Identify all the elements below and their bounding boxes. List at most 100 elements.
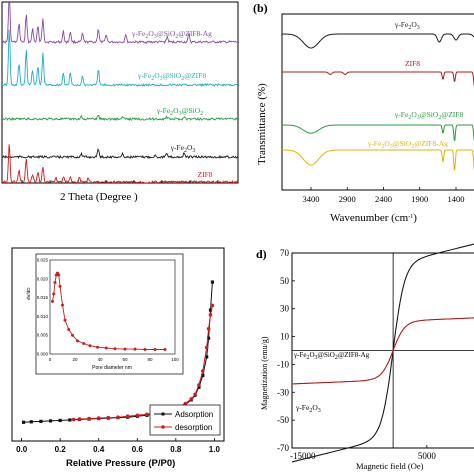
label-part: ZIF8	[405, 59, 420, 68]
xrd-series-label: γ-Fe2O3	[170, 143, 196, 154]
adsorption-point	[29, 420, 33, 424]
label-part: O	[187, 143, 193, 152]
ftir-series-line	[282, 33, 474, 49]
xrd-series-line	[2, 148, 238, 160]
desorption-point	[106, 415, 111, 420]
inset-x-tick-label: 40	[97, 357, 103, 362]
adsorption-point	[48, 419, 53, 423]
panel-b-ylabel: Transmittance (%)	[256, 83, 268, 165]
label-part: O	[411, 20, 417, 29]
inset-point	[153, 347, 157, 351]
inset-y-tick-label: 0.020	[37, 276, 49, 281]
desorption-point	[189, 397, 194, 401]
label-part: γ-Fe	[394, 20, 409, 29]
x-tick-label: 0.8	[170, 445, 182, 454]
panel-d-letter: d)	[256, 247, 267, 261]
label-part: γ-Fe	[295, 403, 310, 412]
label-part: 2	[200, 111, 203, 117]
inset-point	[133, 347, 137, 351]
desorption-point	[77, 417, 82, 421]
label-part: 2	[306, 355, 309, 361]
label-part: 2	[151, 76, 154, 82]
legend-box	[149, 404, 221, 436]
panel-c-frame	[11, 247, 225, 442]
label-part: 3	[417, 25, 420, 31]
y-tick-label: 70	[280, 248, 290, 258]
label-part: O	[312, 403, 318, 412]
desorption-point	[206, 327, 211, 331]
y-tick-label: -10	[277, 359, 289, 369]
adsorption-point	[21, 420, 26, 424]
label-part: 2	[184, 148, 187, 154]
desorption-point	[208, 312, 213, 317]
label-part: O	[173, 106, 179, 115]
x-tick-label: 2400	[375, 194, 392, 204]
label-part: -1	[408, 214, 413, 220]
legend-entry: Adsorption	[175, 410, 213, 419]
x-tick-label: 0.2	[55, 445, 67, 454]
desorption-point	[145, 412, 149, 417]
label-part: Wavenumber (cm	[330, 212, 409, 224]
inset-point	[71, 333, 74, 337]
desorption-point	[87, 416, 91, 421]
label-part: O	[411, 110, 417, 119]
label-part: 2	[411, 144, 414, 150]
x-tick-label: -15000	[290, 451, 316, 461]
desorption-point	[193, 392, 197, 397]
x-tick-label: 3400	[303, 194, 320, 204]
inset-point	[96, 345, 99, 349]
panel-b-frame	[281, 13, 474, 191]
xrd-series-line	[2, 144, 238, 183]
ftir-series-line	[282, 124, 474, 142]
inset-xlabel: Pore diameter nm	[92, 365, 132, 371]
label-part: γ-Fe	[367, 139, 382, 148]
label-part: @SiO	[163, 71, 182, 80]
label-part: )	[413, 212, 417, 224]
hysteresis-curve	[291, 243, 474, 463]
label-part: @SiO	[157, 29, 176, 38]
inset-y-tick-label: 0.000	[37, 352, 49, 357]
y-tick-label: 50	[280, 276, 290, 286]
label-part: 2	[170, 111, 173, 117]
panel-b-letter: (b)	[253, 1, 268, 15]
adsorption-point	[205, 355, 209, 359]
adsorption-point	[197, 385, 201, 389]
ftir-series-label: γ-Fe2O3@SiO2@ZIF8	[394, 110, 463, 121]
inset-point	[57, 273, 61, 277]
label-part: γ-Fe	[394, 110, 409, 119]
label-part: 3	[390, 144, 393, 150]
inset-point	[113, 347, 117, 351]
label-part: 2	[408, 115, 411, 121]
desorption-point	[210, 303, 215, 308]
label-part: 3	[179, 111, 182, 117]
x-tick-label: 0.6	[132, 445, 144, 454]
xrd-series-label: γ-Fe2O3@SiO2	[156, 106, 203, 117]
inset-point	[61, 303, 64, 307]
panel-c-bet: 0.0 0.2 0.4 0.6 0.8 1.0 Adsorption desorption Re…	[11, 247, 225, 469]
label-part: 2	[181, 76, 184, 82]
y-tick-label: 10	[280, 332, 290, 342]
ftir-series-label: ZIF8	[405, 59, 420, 68]
label-part: @ZIF8	[184, 71, 206, 80]
inset-x-tick-label: 0	[49, 357, 52, 362]
desorption-point	[183, 401, 188, 406]
label-part: γ-Fe	[156, 106, 171, 115]
y-tick-label: 30	[280, 304, 290, 314]
inset-point	[51, 299, 54, 303]
label-part: @SiO	[182, 106, 201, 115]
label-part: 3	[192, 148, 195, 154]
label-part: 3	[318, 408, 321, 414]
x-tick-label: 0.0	[16, 445, 28, 454]
label-part: 2	[381, 144, 384, 150]
adsorption-point	[39, 419, 43, 423]
label-part: γ-Fe	[137, 71, 152, 80]
label-part: 3	[160, 76, 163, 82]
desorption-point	[204, 345, 209, 350]
inset-point	[82, 341, 86, 345]
inset-point	[76, 339, 79, 343]
panel-d-xlabel: Magnetic field (Oe)	[356, 461, 424, 471]
label-part: 2	[438, 115, 441, 121]
x-tick-label: 1400	[448, 194, 465, 204]
legend: Adsorption desorption	[149, 404, 221, 436]
